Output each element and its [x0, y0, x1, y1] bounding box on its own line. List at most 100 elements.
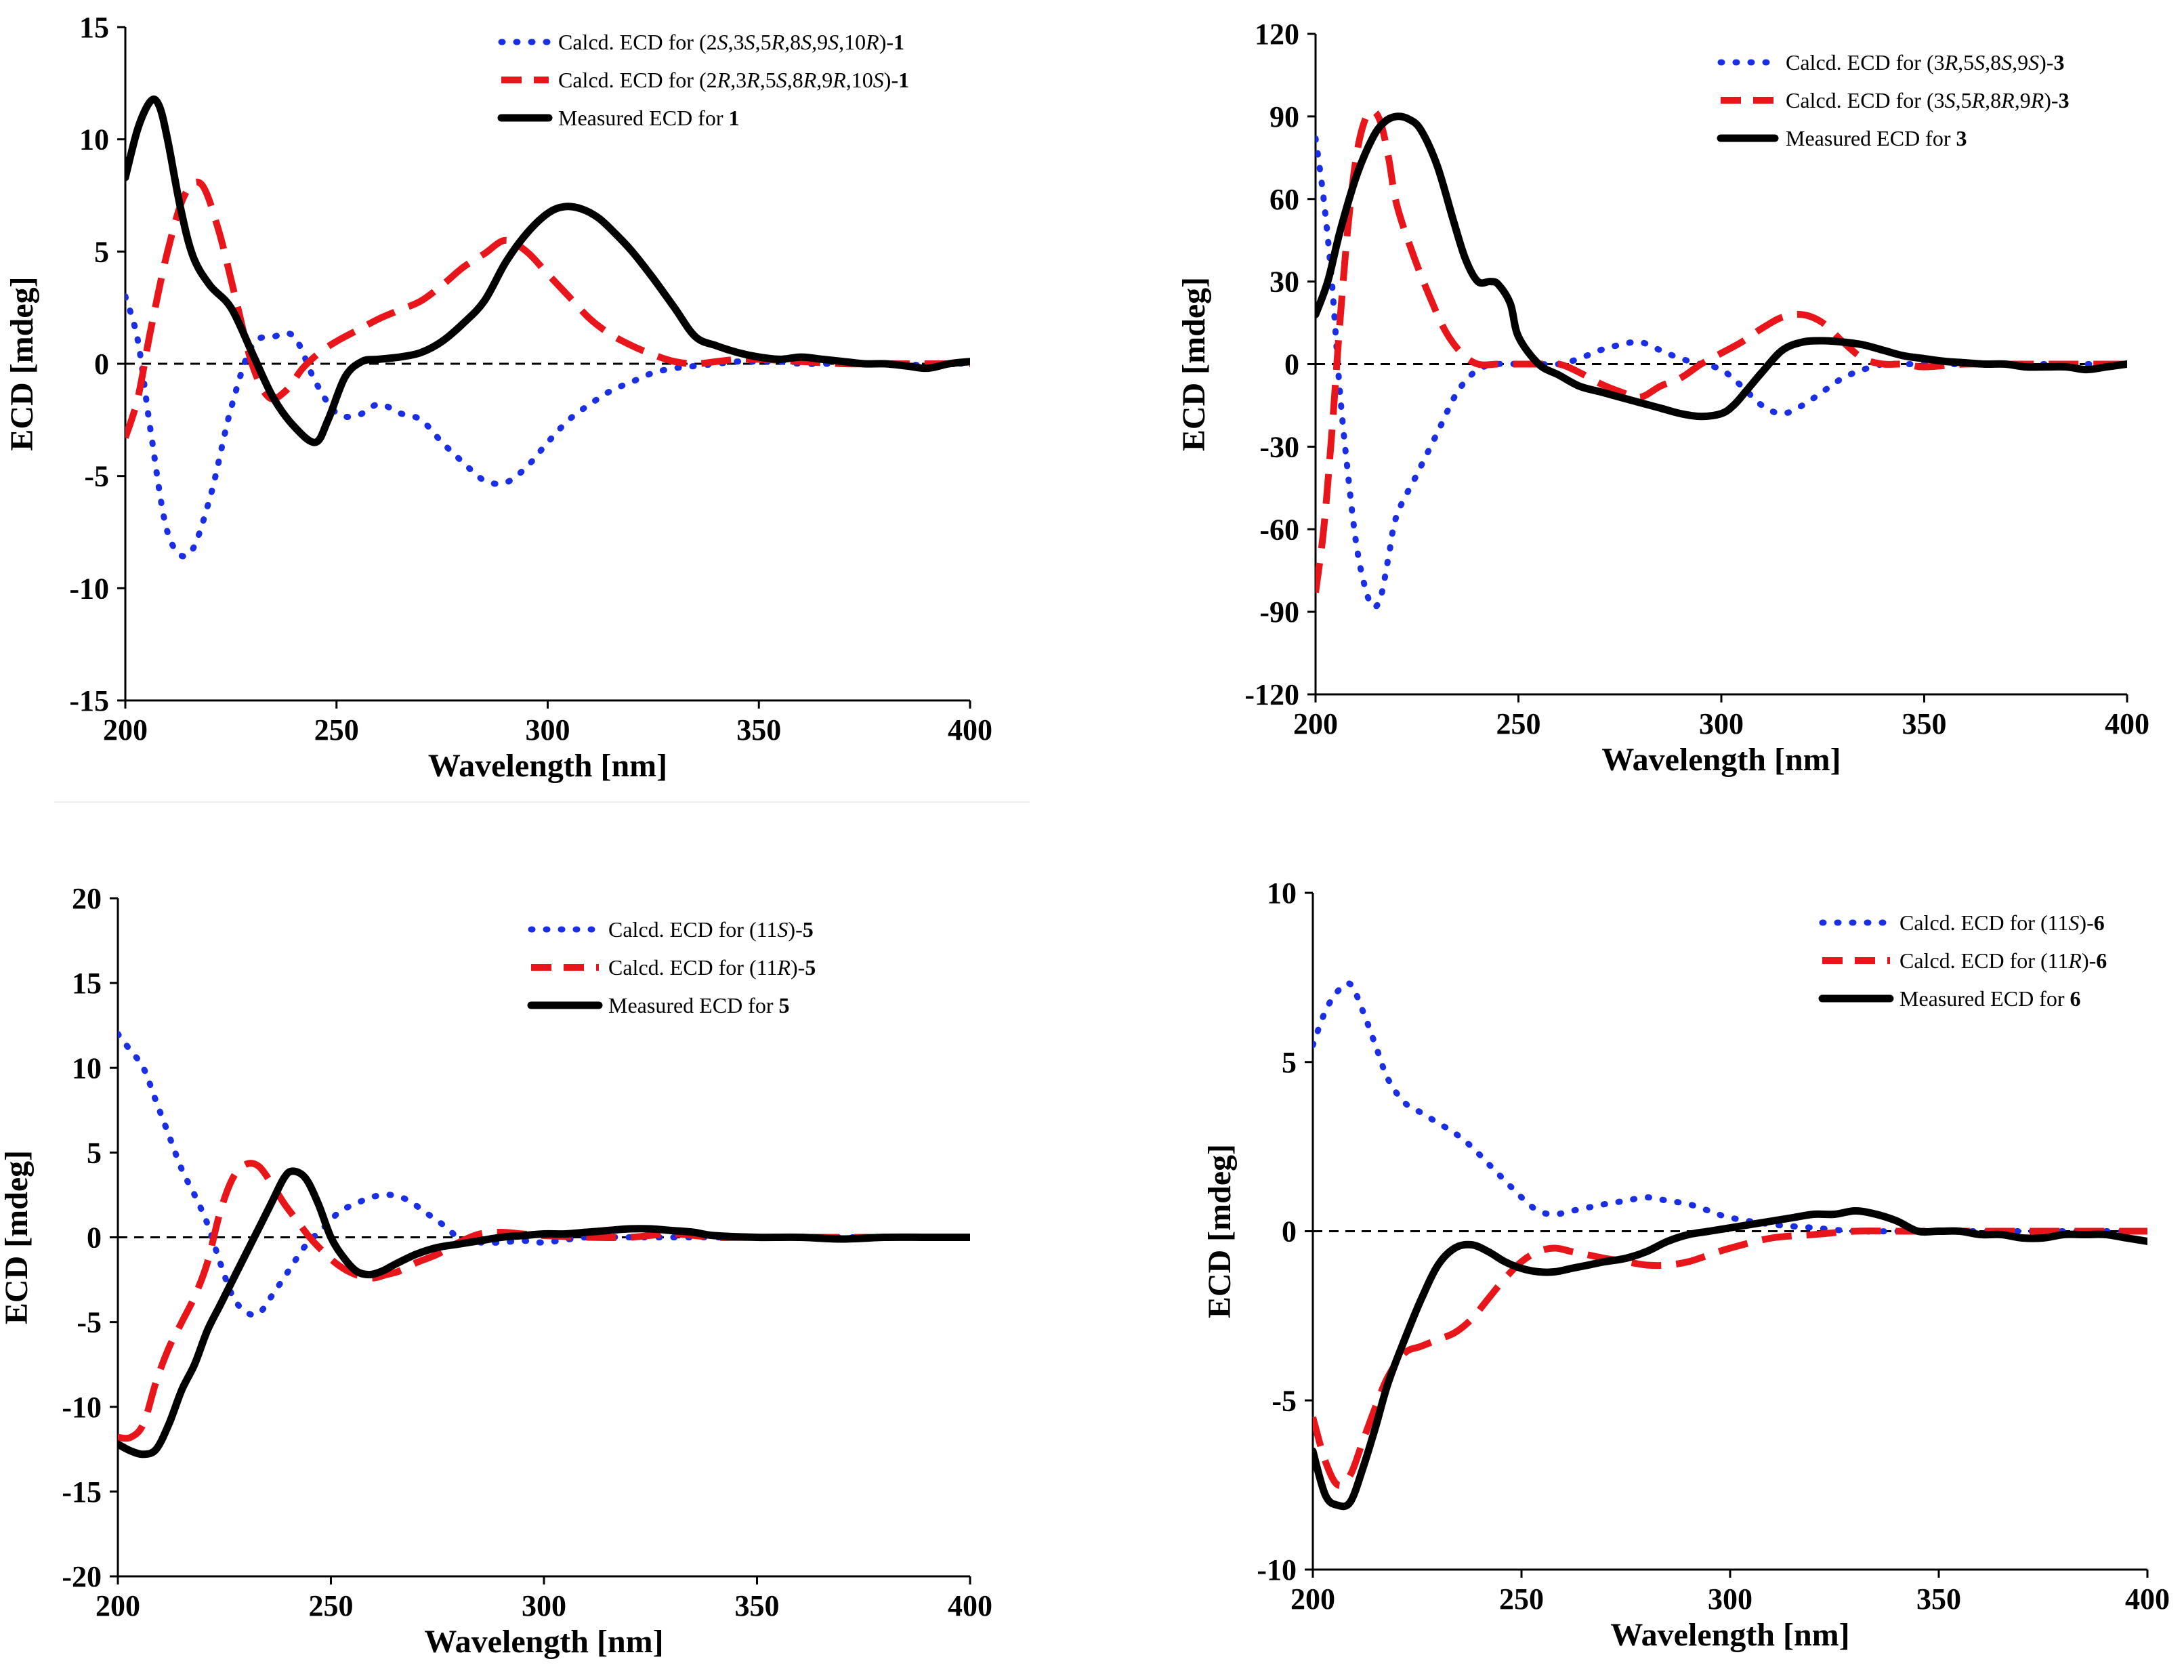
y-tick-label: 5: [94, 235, 109, 268]
legend-label-part: S: [801, 30, 812, 54]
legend-label-compound: 3: [1956, 126, 1967, 150]
legend-label-part: R: [717, 68, 731, 92]
y-tick-label: 15: [72, 967, 102, 1000]
y-tick-label: 10: [1267, 877, 1297, 910]
y-tick-label: -10: [69, 572, 109, 605]
x-tick-label: 300: [1699, 707, 1744, 740]
legend-label-part: 3: [1934, 50, 1945, 75]
legend-label: Calcd. ECD for (3S,5R,8R,9R)-3: [1786, 88, 2070, 112]
y-tick-label: 0: [94, 348, 109, 381]
y-tick-label: 5: [87, 1136, 102, 1169]
legend-label-prefix: Calcd. ECD for (: [558, 68, 707, 92]
legend-label-part: 11: [757, 955, 778, 980]
legend-label-part: ,10: [839, 30, 866, 54]
legend-label-part: )-: [2044, 88, 2058, 112]
legend-label: Measured ECD for 3: [1786, 126, 1967, 150]
x-axis-title: Wavelength [nm]: [428, 748, 667, 784]
y-tick-label: 20: [72, 882, 102, 915]
y-tick-label: -30: [1259, 430, 1299, 463]
y-tick-label: 60: [1269, 183, 1299, 216]
legend-label-part: ,9: [812, 30, 828, 54]
y-tick-label: -15: [62, 1475, 102, 1509]
x-tick-label: 200: [1290, 1582, 1335, 1616]
legend-label-part: R: [771, 30, 785, 54]
legend-label-part: ,8: [1985, 88, 2001, 112]
legend-label: Measured ECD for 5: [608, 993, 789, 1017]
legend-label-part: S: [1974, 50, 1985, 75]
x-tick-label: 200: [1293, 707, 1338, 740]
x-tick-label: 400: [948, 1589, 992, 1622]
y-tick-label: -120: [1244, 678, 1299, 711]
legend-label: Calcd. ECD for (11S)-6: [1899, 910, 2105, 935]
series-layer: [118, 1030, 970, 1458]
legend-label-part: R: [803, 68, 817, 92]
legend-label-part: S: [777, 917, 788, 942]
legend-label-part: ,5: [1956, 88, 1972, 112]
legend: Calcd. ECD for (2S,3S,5R,8S,9S,10R)-1Cal…: [497, 30, 909, 130]
legend-label-part: )-: [2039, 50, 2053, 75]
legend-label-part: S: [776, 68, 787, 92]
legend-label-part: ,8: [787, 68, 803, 92]
series-layer: [1316, 107, 2127, 610]
y-tick-label: 5: [1282, 1046, 1297, 1079]
chart-panel-bottom-right: 200 250 300 350 400 10 5 0 -5 -10 Wavelength [nm] E…: [1202, 877, 2170, 1653]
legend-label-part: S: [2028, 50, 2039, 75]
legend-label-part: S: [744, 30, 755, 54]
legend-label-prefix: Calcd. ECD for (: [1899, 910, 2048, 935]
legend-label-part: 3: [1934, 88, 1945, 112]
chart-panel-top-right: 200 250 300 350 4001209060300-30-60-90-120Wa…: [1176, 18, 2149, 778]
legend-label-part: 6: [2094, 910, 2105, 935]
legend-label-part: 5: [805, 955, 816, 980]
y-tick-label: -60: [1259, 513, 1299, 546]
legend-label-part: S: [2068, 910, 2079, 935]
x-tick-label: 250: [309, 1589, 354, 1622]
legend-label-part: S: [828, 30, 839, 54]
y-tick-label: -5: [77, 1306, 102, 1339]
y-tick-label: 120: [1255, 18, 1299, 51]
x-tick-label: 250: [1499, 1582, 1544, 1616]
x-axis-title: Wavelength [nm]: [424, 1624, 663, 1660]
legend-label-prefix: Measured ECD for: [558, 106, 728, 130]
legend-label-part: ,3: [730, 68, 747, 92]
legend-label-part: S: [2001, 50, 2012, 75]
legend-label-part: ,5: [1958, 50, 1974, 75]
legend-label-part: 11: [2048, 948, 2069, 973]
legend-label-part: S: [1945, 88, 1956, 112]
legend-label-compound: 6: [2070, 986, 2080, 1011]
y-tick-label: 0: [87, 1221, 102, 1255]
y-axis-title: ECD [mdeg]: [1176, 277, 1212, 451]
legend-label-part: R: [832, 68, 846, 92]
legend-label-prefix: Calcd. ECD for (: [608, 917, 757, 942]
legend-label-part: R: [2000, 88, 2015, 112]
legend-label-part: ,5: [755, 30, 772, 54]
series-line-solid: [125, 96, 970, 446]
y-tick-label: -15: [69, 684, 109, 717]
series-layer: [125, 96, 970, 560]
x-tick-label: 350: [1916, 1582, 1961, 1616]
legend-label-prefix: Measured ECD for: [608, 993, 778, 1017]
series-line-solid: [1316, 112, 2127, 421]
x-axis-title: Wavelength [nm]: [1610, 1617, 1849, 1653]
y-tick-label: 90: [1269, 100, 1299, 133]
legend-label: Measured ECD for 6: [1899, 986, 2080, 1011]
legend-label-part: 3: [2053, 50, 2064, 75]
x-tick-label: 350: [736, 713, 781, 747]
y-tick-label: -10: [62, 1391, 102, 1424]
legend-label-part: )-: [884, 68, 898, 92]
y-axis-title: ECD [mdeg]: [0, 1150, 35, 1324]
legend-label-part: ,5: [760, 68, 776, 92]
x-tick-label: 400: [2105, 707, 2149, 740]
series-line-dashed: [125, 178, 970, 439]
legend-label-part: ,3: [728, 30, 744, 54]
legend-label-part: 2: [707, 68, 717, 92]
legend-label-part: S: [717, 30, 728, 54]
legend-label-part: )-: [2079, 910, 2093, 935]
legend-label-part: 6: [2096, 948, 2107, 973]
legend-label-part: )-: [879, 30, 894, 54]
legend-label: Calcd. ECD for (2S,3S,5R,8S,9S,10R)-1: [558, 30, 904, 54]
legend-label-part: 11: [2048, 910, 2069, 935]
x-tick-label: 350: [735, 1589, 780, 1622]
legend-label-prefix: Calcd. ECD for (: [1899, 948, 2048, 973]
